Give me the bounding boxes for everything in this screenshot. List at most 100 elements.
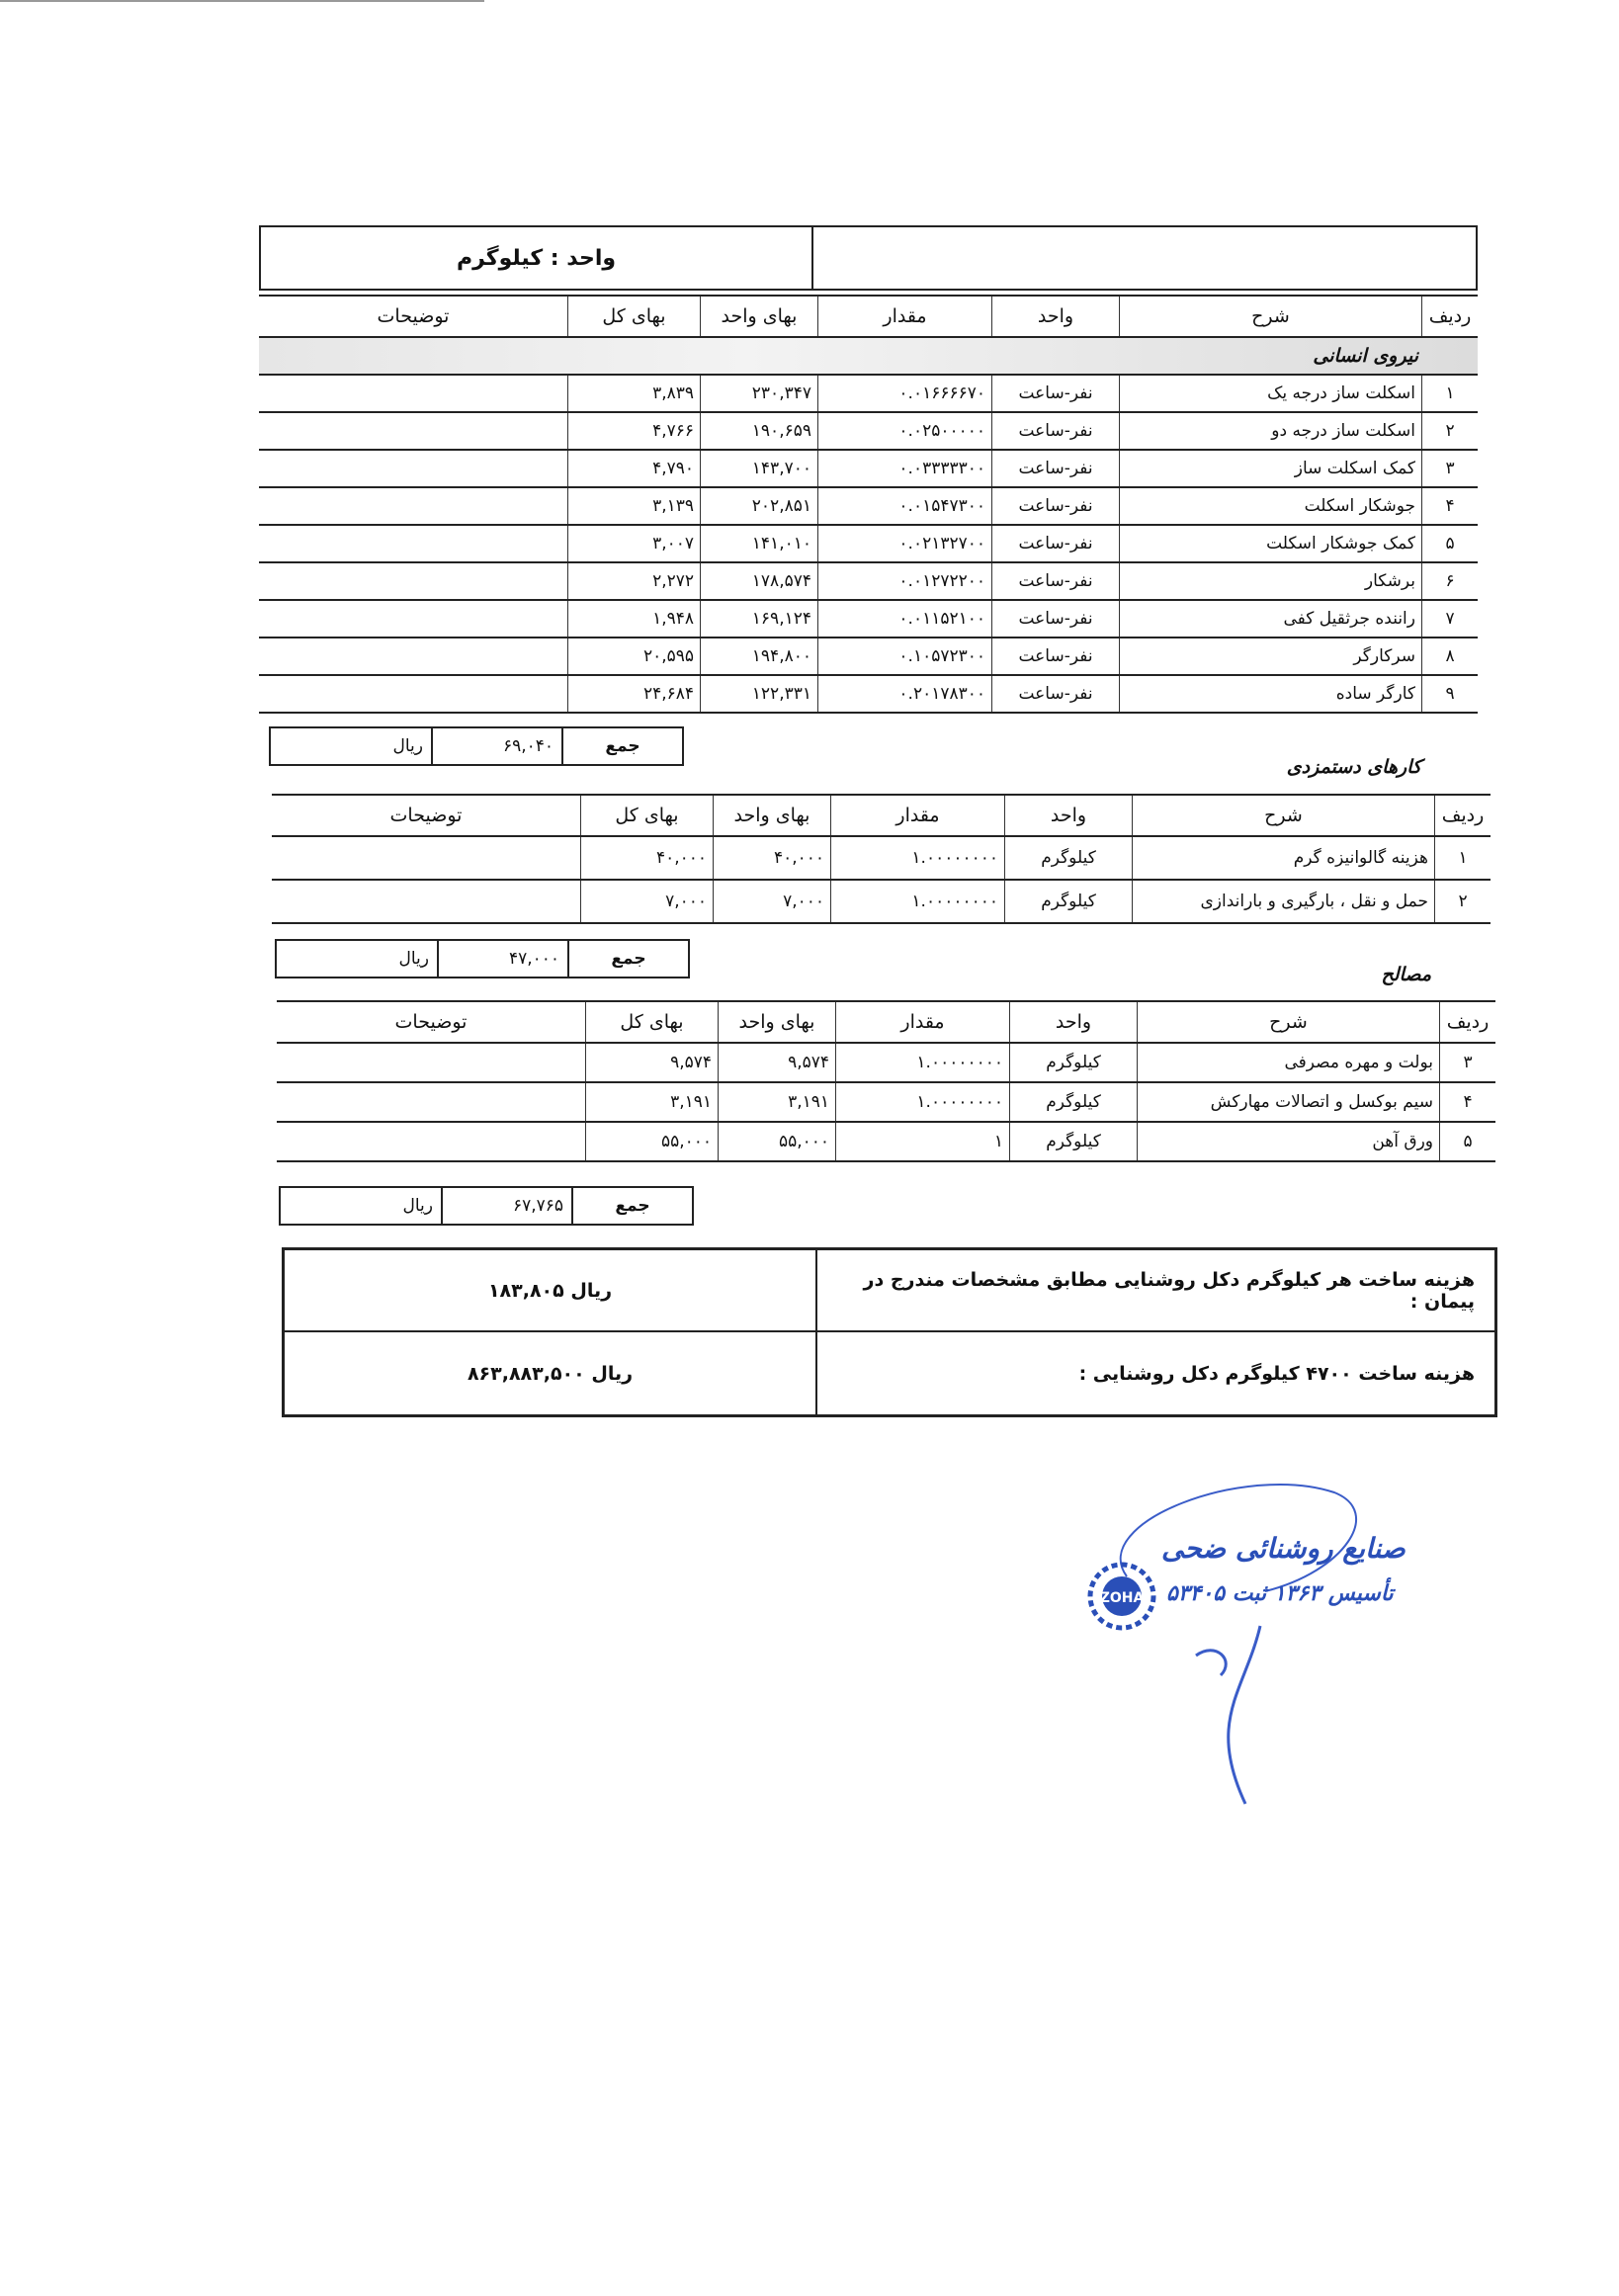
sum-value: ۶۷,۷۶۵ xyxy=(441,1188,573,1224)
cell-unit-price: ۱۴۳,۷۰۰ xyxy=(700,451,817,486)
cell-unit-price: ۱۴۱,۰۱۰ xyxy=(700,526,817,561)
table-row: ۴ جوشکار اسکلت نفر-ساعت ۰.۰۱۵۴۷۳۰۰ ۲۰۲,۸۵۱ ۳,… xyxy=(259,488,1478,526)
table-row: ۵ کمک جوشکار اسکلت نفر-ساعت ۰.۰۲۱۳۲۷۰۰ ۱۴۱,۰… xyxy=(259,526,1478,563)
header-total-price: بهای کل xyxy=(567,297,700,336)
sum-label: جمع xyxy=(611,949,646,969)
cell-unit-price: ۵۵,۰۰۰ xyxy=(718,1123,835,1160)
total-cost-row: هزینه ساخت ۴۷۰۰ کیلوگرم دکل روشنایی : ری… xyxy=(285,1332,1494,1414)
header-qty: مقدار xyxy=(830,796,1004,835)
unit-label: واحد : کیلوگرم xyxy=(456,245,617,271)
cell-qty: ۰.۰۳۳۳۳۳۰۰ xyxy=(817,451,991,486)
per-kg-cost-value: ریال ۱۸۳,۸۰۵ xyxy=(487,1279,613,1302)
cell-desc: سرکارگر xyxy=(1119,638,1421,674)
cell-no: ۷ xyxy=(1421,601,1478,637)
cell-notes xyxy=(259,676,567,712)
cell-qty: ۱.۰۰۰۰۰۰۰۰ xyxy=(830,881,1004,922)
sum-label: جمع xyxy=(615,1196,650,1216)
cell-unit: کیلوگرم xyxy=(1009,1083,1137,1121)
table-header-row: ردیف شرح واحد مقدار بهای واحد بهای کل توضیحات xyxy=(277,1000,1495,1044)
cell-qty: ۱.۰۰۰۰۰۰۰۰ xyxy=(835,1083,1009,1121)
cell-desc: هزینه گالوانیزه گرم xyxy=(1132,837,1434,879)
labor-table: ردیف شرح واحد مقدار بهای واحد بهای کل توضیحات ن… xyxy=(259,295,1478,714)
cell-no: ۱ xyxy=(1421,376,1478,411)
cell-notes xyxy=(277,1123,585,1160)
total-cost-label: هزینه ساخت ۴۷۰۰ کیلوگرم دکل روشنایی : xyxy=(815,1332,1494,1414)
sum-box: جمع ۶۹,۰۴۰ ریال xyxy=(269,726,684,766)
cell-notes xyxy=(272,881,580,922)
cell-notes xyxy=(259,563,567,599)
contract-work-table: ردیف شرح واحد مقدار بهای واحد بهای کل توضیحات ۱… xyxy=(272,794,1491,924)
header-no: ردیف xyxy=(1421,297,1478,336)
header-desc: شرح xyxy=(1132,796,1434,835)
cell-no: ۴ xyxy=(1439,1083,1495,1121)
logo-text: ZOHA xyxy=(1100,1590,1145,1606)
cell-desc: اسکلت ساز درجه یک xyxy=(1119,376,1421,411)
cell-no: ۱ xyxy=(1434,837,1491,879)
materials-table: ردیف شرح واحد مقدار بهای واحد بهای کل توضیحات ۳… xyxy=(277,1000,1495,1162)
cell-unit: نفر-ساعت xyxy=(991,413,1119,449)
table-row: ۳ بولت و مهره مصرفی کیلوگرم ۱.۰۰۰۰۰۰۰۰ ۹,۵۷۴… xyxy=(277,1044,1495,1083)
cell-total-price: ۳,۰۰۷ xyxy=(567,526,700,561)
cell-no: ۴ xyxy=(1421,488,1478,524)
cell-desc: سیم بوکسل و اتصالات مهارکش xyxy=(1137,1083,1439,1121)
cell-total-price: ۴,۷۶۶ xyxy=(567,413,700,449)
cell-no: ۵ xyxy=(1439,1123,1495,1160)
cell-unit: نفر-ساعت xyxy=(991,526,1119,561)
cell-unit: نفر-ساعت xyxy=(991,563,1119,599)
header-notes: توضیحات xyxy=(389,805,463,826)
cell-total-price: ۴۰,۰۰۰ xyxy=(580,837,713,879)
header-unit: واحد xyxy=(1004,796,1132,835)
labor-sum-row: جمع ۶۹,۰۴۰ ریال xyxy=(269,726,1488,766)
cell-qty: ۱.۰۰۰۰۰۰۰۰ xyxy=(830,837,1004,879)
zoha-logo-icon: ZOHA xyxy=(1087,1562,1156,1631)
table-row: ۷ راننده جرثقیل کفی نفر-ساعت ۰.۰۱۱۵۲۱۰۰ ۱۶۹,… xyxy=(259,601,1478,638)
materials-title: مصالح xyxy=(1381,964,1432,985)
cell-no: ۲ xyxy=(1421,413,1478,449)
cell-total-price: ۵۵,۰۰۰ xyxy=(585,1123,718,1160)
materials-sum-row: جمع ۶۷,۷۶۵ ریال xyxy=(279,1186,1497,1226)
cell-unit-price: ۹,۵۷۴ xyxy=(718,1044,835,1081)
contract-work-sum-row: جمع ۴۷,۰۰۰ ریال xyxy=(275,939,1493,978)
cell-total-price: ۳,۱۳۹ xyxy=(567,488,700,524)
cell-desc: کمک جوشکار اسکلت xyxy=(1119,526,1421,561)
header-blank-cell xyxy=(811,227,1476,289)
cell-unit-price: ۴۰,۰۰۰ xyxy=(713,837,830,879)
sum-box: جمع ۴۷,۰۰۰ ریال xyxy=(275,939,690,978)
table-row: ۱ هزینه گالوانیزه گرم کیلوگرم ۱.۰۰۰۰۰۰۰۰ ۴۰,… xyxy=(272,837,1491,881)
table-row: ۵ ورق آهن کیلوگرم ۱ ۵۵,۰۰۰ ۵۵,۰۰۰ xyxy=(277,1123,1495,1162)
table-row: ۹ کارگر ساده نفر-ساعت ۰.۲۰۱۷۸۳۰۰ ۱۲۲,۳۳۱ ۲۴,۶… xyxy=(259,676,1478,714)
header-qty: مقدار xyxy=(835,1002,1009,1042)
table-row: ۲ حمل و نقل ، بارگیری و باراندازی کیلوگرم ۱… xyxy=(272,881,1491,924)
cell-unit: کیلوگرم xyxy=(1004,881,1132,922)
cell-total-price: ۲۰,۵۹۵ xyxy=(567,638,700,674)
cell-notes xyxy=(259,601,567,637)
currency-label: ریال xyxy=(398,949,429,969)
sum-box: جمع ۶۷,۷۶۵ ریال xyxy=(279,1186,694,1226)
stamp-registration: تأسیس ۱۳۶۳ ثبت ۵۳۴۰۵ xyxy=(1166,1581,1394,1606)
cell-unit-price: ۱۲۲,۳۳۱ xyxy=(700,676,817,712)
cell-qty: ۱.۰۰۰۰۰۰۰۰ xyxy=(835,1044,1009,1081)
cell-notes xyxy=(277,1044,585,1081)
cell-desc: جوشکار اسکلت xyxy=(1119,488,1421,524)
cell-no: ۸ xyxy=(1421,638,1478,674)
header-total-price: بهای کل xyxy=(585,1002,718,1042)
cell-desc: ورق آهن xyxy=(1137,1123,1439,1160)
cell-qty: ۰.۰۱۲۷۲۲۰۰ xyxy=(817,563,991,599)
cell-unit-price: ۱۹۰,۶۵۹ xyxy=(700,413,817,449)
company-stamp-signature: ZOHA صنایع روشنائی ضحی تأسیس ۱۳۶۳ ثبت ۵۳… xyxy=(1048,1463,1406,1809)
section-title: نیروی انسانی xyxy=(259,338,1478,376)
cell-no: ۳ xyxy=(1439,1044,1495,1081)
sum-label: جمع xyxy=(605,736,640,756)
header-qty: مقدار xyxy=(817,297,991,336)
header-desc: شرح xyxy=(1119,297,1421,336)
cell-notes xyxy=(259,638,567,674)
cell-qty: ۰.۲۰۱۷۸۳۰۰ xyxy=(817,676,991,712)
header-notes: توضیحات xyxy=(377,305,450,327)
table-row: ۶ برشکار نفر-ساعت ۰.۰۱۲۷۲۲۰۰ ۱۷۸,۵۷۴ ۲,۲۷۲ xyxy=(259,563,1478,601)
header-no: ردیف xyxy=(1439,1002,1495,1042)
cell-unit: نفر-ساعت xyxy=(991,676,1119,712)
cell-qty: ۰.۰۲۱۳۲۷۰۰ xyxy=(817,526,991,561)
cost-summary-box: هزینه ساخت هر کیلوگرم دکل روشنایی مطابق … xyxy=(282,1247,1497,1417)
cell-unit-price: ۷,۰۰۰ xyxy=(713,881,830,922)
header-desc: شرح xyxy=(1137,1002,1439,1042)
